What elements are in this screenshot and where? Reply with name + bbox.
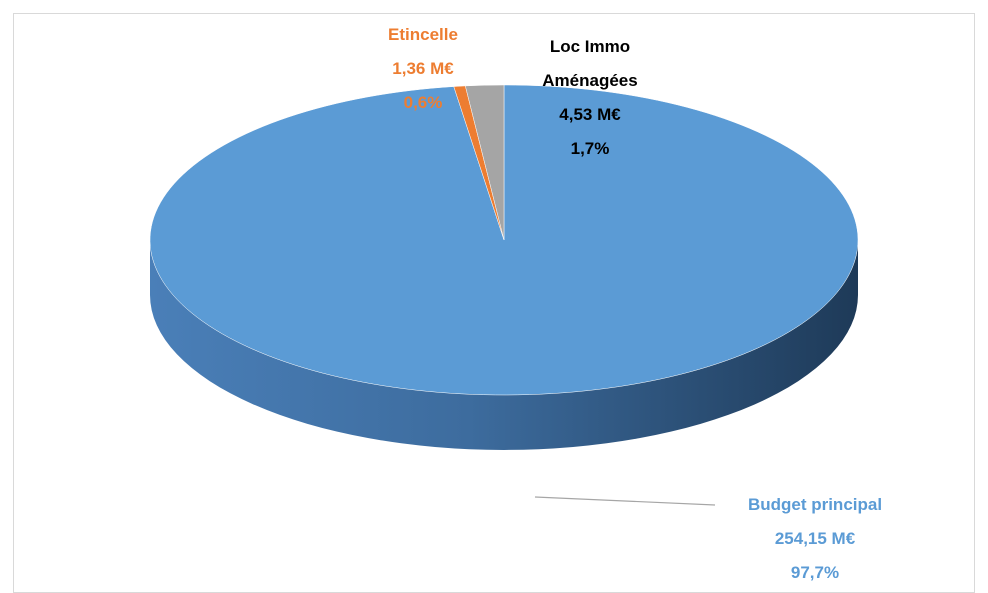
- leader-line: [534, 496, 716, 506]
- pie-side: [150, 240, 858, 450]
- slice-value: 4,53 M€: [559, 105, 621, 124]
- pie-slice: [465, 84, 505, 241]
- slice-value: 254,15 M€: [774, 529, 856, 548]
- chart: Budget principal 254,15 M€ 97,7% Etincelle 1…: [13, 13, 975, 593]
- slice-label: Loc Immo Aménagées 4,53 M€ 1,7%: [520, 30, 660, 166]
- slice-percent: 1,7%: [570, 139, 610, 158]
- slice-name: Budget principal: [747, 495, 883, 514]
- slice-name: Loc Immo Aménagées: [542, 37, 638, 90]
- pie-plot: [149, 84, 859, 506]
- slice-label: Budget principal 254,15 M€ 97,7%: [715, 488, 915, 590]
- slice-percent: 0,6%: [403, 93, 443, 112]
- slice-value: 1,36 M€: [392, 59, 454, 78]
- slice-name: Etincelle: [388, 25, 458, 44]
- slice-label: Etincelle 1,36 M€ 0,6%: [323, 18, 523, 120]
- slice-percent: 97,7%: [790, 563, 840, 582]
